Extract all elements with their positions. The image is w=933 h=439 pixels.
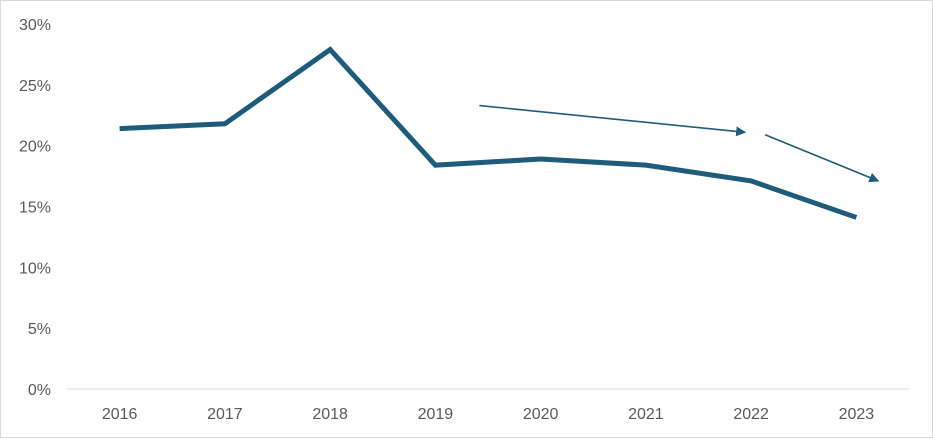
trend-arrow	[479, 106, 745, 133]
series-group	[120, 50, 857, 218]
y-tick-label: 5%	[28, 321, 51, 338]
y-tick-label: 30%	[19, 17, 51, 34]
series-line	[120, 50, 857, 218]
trend-arrow	[765, 135, 878, 181]
x-tick-label: 2021	[628, 406, 664, 423]
x-axis-ticks: 2016 2017 2018 2019 2020 2021 2022 2023	[102, 406, 874, 423]
x-tick-label: 2023	[839, 406, 875, 423]
x-tick-label: 2016	[102, 406, 138, 423]
y-axis-ticks: 0% 5% 10% 15% 20% 25% 30%	[19, 17, 51, 399]
x-tick-label: 2020	[523, 406, 559, 423]
y-tick-label: 20%	[19, 139, 51, 156]
x-tick-label: 2017	[207, 406, 243, 423]
y-tick-label: 10%	[19, 260, 51, 277]
y-tick-label: 15%	[19, 200, 51, 217]
y-tick-label: 25%	[19, 78, 51, 95]
y-tick-label: 0%	[28, 382, 51, 399]
x-tick-label: 2019	[418, 406, 454, 423]
x-tick-label: 2018	[312, 406, 348, 423]
x-tick-label: 2022	[733, 406, 769, 423]
